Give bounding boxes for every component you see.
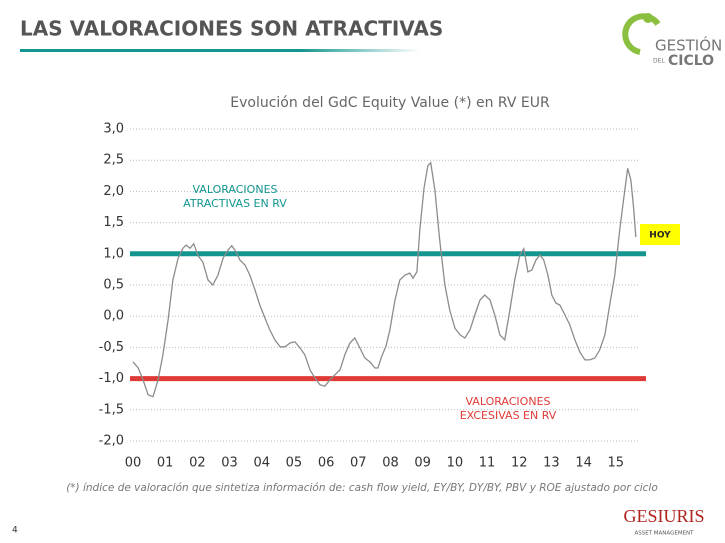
marker-label: HOY [649, 231, 671, 241]
footnote: (*) índice de valoración que sintetiza i… [66, 482, 658, 494]
y-tick-label: 1,5 [103, 215, 124, 230]
x-tick-label: 11 [479, 456, 496, 471]
x-tick-label: 15 [608, 456, 625, 471]
x-tick-label: 10 [447, 456, 464, 471]
x-tick-label: 03 [221, 456, 238, 471]
brand-tagline: ASSET MANAGEMENT [634, 531, 694, 537]
page-number: 4 [12, 526, 18, 536]
y-tick-label: -2,0 [99, 434, 124, 449]
logo: GESTIÓN DEL CICLO [622, 13, 722, 69]
x-tick-label: 05 [286, 456, 303, 471]
y-tick-label: 0,0 [103, 309, 124, 324]
y-tick-label: -1,0 [99, 371, 124, 386]
y-tick-label: 0,5 [103, 278, 124, 293]
marker-box [640, 224, 680, 245]
data-line [132, 161, 637, 398]
brand-name: GESIURIS [623, 506, 704, 526]
x-tick-label: 13 [543, 456, 560, 471]
x-tick-label: 07 [350, 456, 367, 471]
logo-text: DEL [653, 58, 665, 65]
y-tick-label: -0,5 [99, 340, 124, 355]
x-tick-label: 14 [575, 456, 592, 471]
title-underline [20, 49, 420, 52]
logo-text: CICLO [668, 53, 714, 69]
annotation: EXCESIVAS EN RV [460, 409, 557, 422]
x-tick-label: 12 [511, 456, 528, 471]
y-tick-label: 2,0 [103, 184, 124, 199]
annotation: VALORACIONES [192, 183, 277, 196]
x-tick-label: 04 [253, 456, 270, 471]
x-tick-label: 02 [189, 456, 206, 471]
logo-icon [643, 13, 653, 23]
slide-title: LAS VALORACIONES SON ATRACTIVAS [20, 17, 443, 41]
y-tick-label: 2,5 [103, 153, 124, 168]
x-tick-label: 08 [382, 456, 399, 471]
chart-title: Evolución del GdC Equity Value (*) en RV… [230, 95, 550, 111]
x-tick-label: 00 [125, 456, 142, 471]
x-tick-label: 09 [414, 456, 431, 471]
y-tick-label: 1,0 [103, 246, 124, 261]
logo-icon [622, 13, 661, 55]
annotation: ATRACTIVAS EN RV [183, 197, 287, 210]
annotation: VALORACIONES [465, 395, 550, 408]
x-tick-label: 01 [157, 456, 174, 471]
y-tick-label: -1,5 [99, 402, 124, 417]
x-tick-label: 06 [318, 456, 335, 471]
logo-text: GESTIÓN [655, 36, 722, 55]
y-tick-label: 3,0 [103, 122, 124, 137]
